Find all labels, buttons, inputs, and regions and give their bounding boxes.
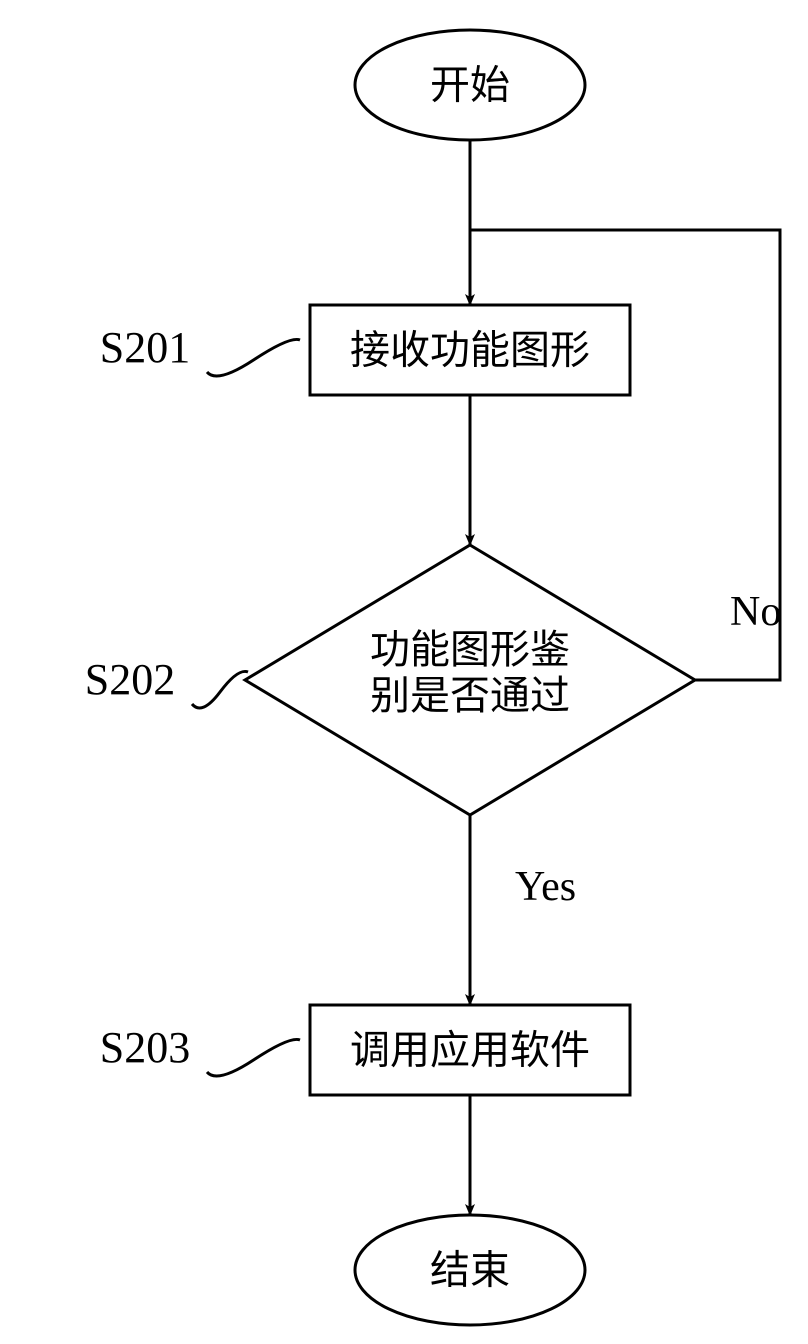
step-s203-text: 调用应用软件 — [350, 1028, 590, 1073]
end-label: 结束 — [430, 1248, 510, 1293]
step-label-tail-s201 — [207, 339, 300, 376]
decision-s202-text: 功能图形鉴别是否通过 — [370, 627, 570, 718]
step-label-s202: S202 — [85, 655, 175, 704]
step-label-tail-s202 — [192, 671, 248, 708]
edge-label-2: Yes — [515, 864, 576, 910]
step-label-s201: S201 — [100, 323, 190, 372]
step-s201-text: 接收功能图形 — [350, 328, 590, 373]
flowchart-canvas: 开始接收功能图形功能图形鉴别是否通过调用应用软件结束 Yes No S201 S202 S… — [0, 0, 808, 1344]
start-label: 开始 — [430, 63, 510, 108]
step-label-s203: S203 — [100, 1023, 190, 1072]
step-label-tail-s203 — [207, 1039, 300, 1076]
edge-label-4: No — [730, 589, 781, 635]
